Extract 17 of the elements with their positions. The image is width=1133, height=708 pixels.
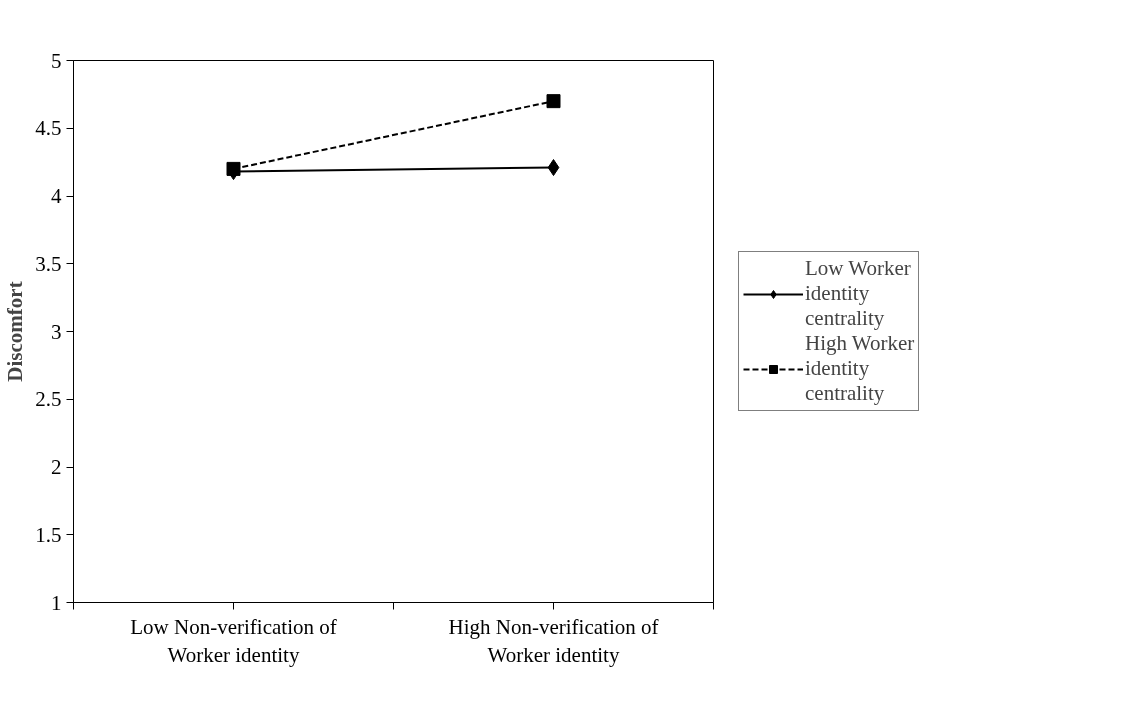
point [546, 94, 561, 109]
y-tick-label: 1.5 [35, 522, 62, 547]
y-tick-label: 2.5 [35, 387, 62, 412]
y-tick-label: 2 [51, 455, 62, 479]
y-tick-label: 1 [51, 590, 62, 615]
y-axis-title: Discomfort [3, 281, 28, 382]
legend-label: High Worker identity centrality [805, 331, 915, 406]
y-tick-label: 4 [51, 184, 62, 208]
point [226, 161, 241, 176]
x-tick-label: High Non-verification of Worker identity [448, 614, 659, 668]
y-tick-label: 4.5 [35, 116, 62, 141]
x-tick-label: Low Non-verification of Worker identity [130, 614, 337, 668]
y-tick-label: 5 [51, 48, 62, 73]
y-tick-label: 3 [51, 319, 62, 344]
point [547, 159, 560, 177]
y-tick-label: 3.5 [35, 251, 62, 276]
legend-label: Low Worker identity centrality [805, 256, 911, 331]
